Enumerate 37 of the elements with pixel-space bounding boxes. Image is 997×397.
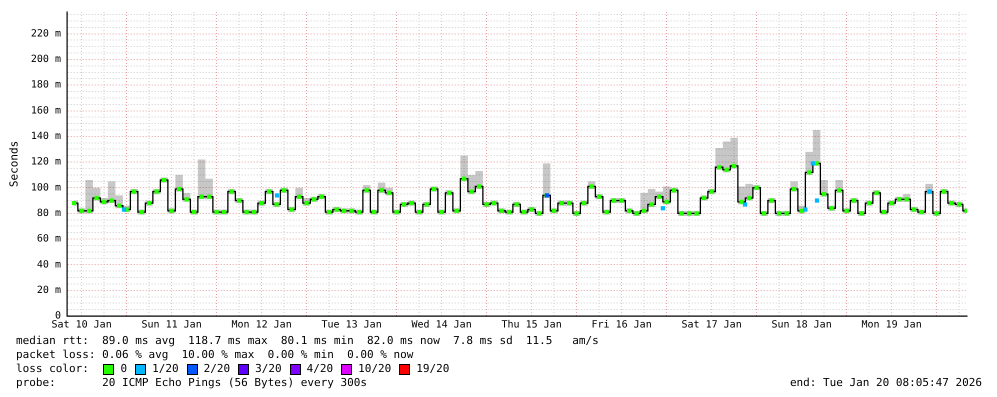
- legend-label: 19/20: [416, 362, 450, 376]
- legend-label: 3/20: [255, 362, 282, 376]
- x-tick-label: Sun 18 Jan: [772, 320, 832, 331]
- x-tick-label: Sat 10 Jan: [52, 320, 112, 331]
- x-tick-label: Mon 12 Jan: [232, 320, 292, 331]
- y-tick-label: 180 m: [30, 80, 61, 91]
- y-tick-label: 140 m: [30, 131, 61, 142]
- legend-label: 0: [120, 362, 128, 376]
- y-tick-label: 0: [54, 310, 61, 322]
- y-tick-label: 120 m: [30, 156, 61, 168]
- text: probe: 20 ICMP Echo Pings (56 Bytes) every 300s: [16, 376, 367, 390]
- x-tick-label: Thu 15 Jan: [502, 320, 562, 331]
- y-tick-label: 160 m: [30, 105, 61, 116]
- x-tick-label: Sat 17 Jan: [682, 320, 742, 331]
- y-tick-label: 200 m: [30, 54, 61, 66]
- y-tick-label: 20 m: [36, 284, 61, 296]
- legend-label: 1/20: [152, 362, 179, 376]
- point: [810, 161, 815, 166]
- y-axis-title: Seconds: [7, 140, 20, 188]
- x-tick-label: Wed 14 Jan: [412, 320, 472, 331]
- legend-title: loss color:: [16, 362, 90, 376]
- x-tick-label: Mon 19 Jan: [862, 320, 922, 331]
- x-tick-label: Tue 13 Jan: [322, 320, 382, 331]
- x-tick-label: Fri 16 Jan: [592, 320, 652, 331]
- text: packet loss: 0.06 % avg 10.00 % max 0.00 % min 0.00 % now: [16, 348, 414, 362]
- y-tick-label: 80 m: [36, 208, 61, 219]
- x-tick-label: Sun 11 Jan: [142, 320, 202, 331]
- legend-label: 2/20: [204, 362, 230, 376]
- y-tick-label: 60 m: [36, 234, 61, 245]
- y-tick-label: 40 m: [36, 259, 61, 270]
- y-tick-label: 220 m: [30, 28, 61, 40]
- y-tick-label: 100 m: [30, 182, 61, 194]
- text: end: Tue Jan 20 08:05:47 2026: [790, 376, 982, 390]
- point: [660, 206, 665, 210]
- text: median rtt: 89.0 ms avg 118.7 ms max 80.1 ms min 82.0 ms now 7.8 ms sd 11.5 am/s: [16, 334, 599, 348]
- legend-label: 4/20: [306, 362, 334, 376]
- legend-label: 10/20: [358, 362, 392, 376]
